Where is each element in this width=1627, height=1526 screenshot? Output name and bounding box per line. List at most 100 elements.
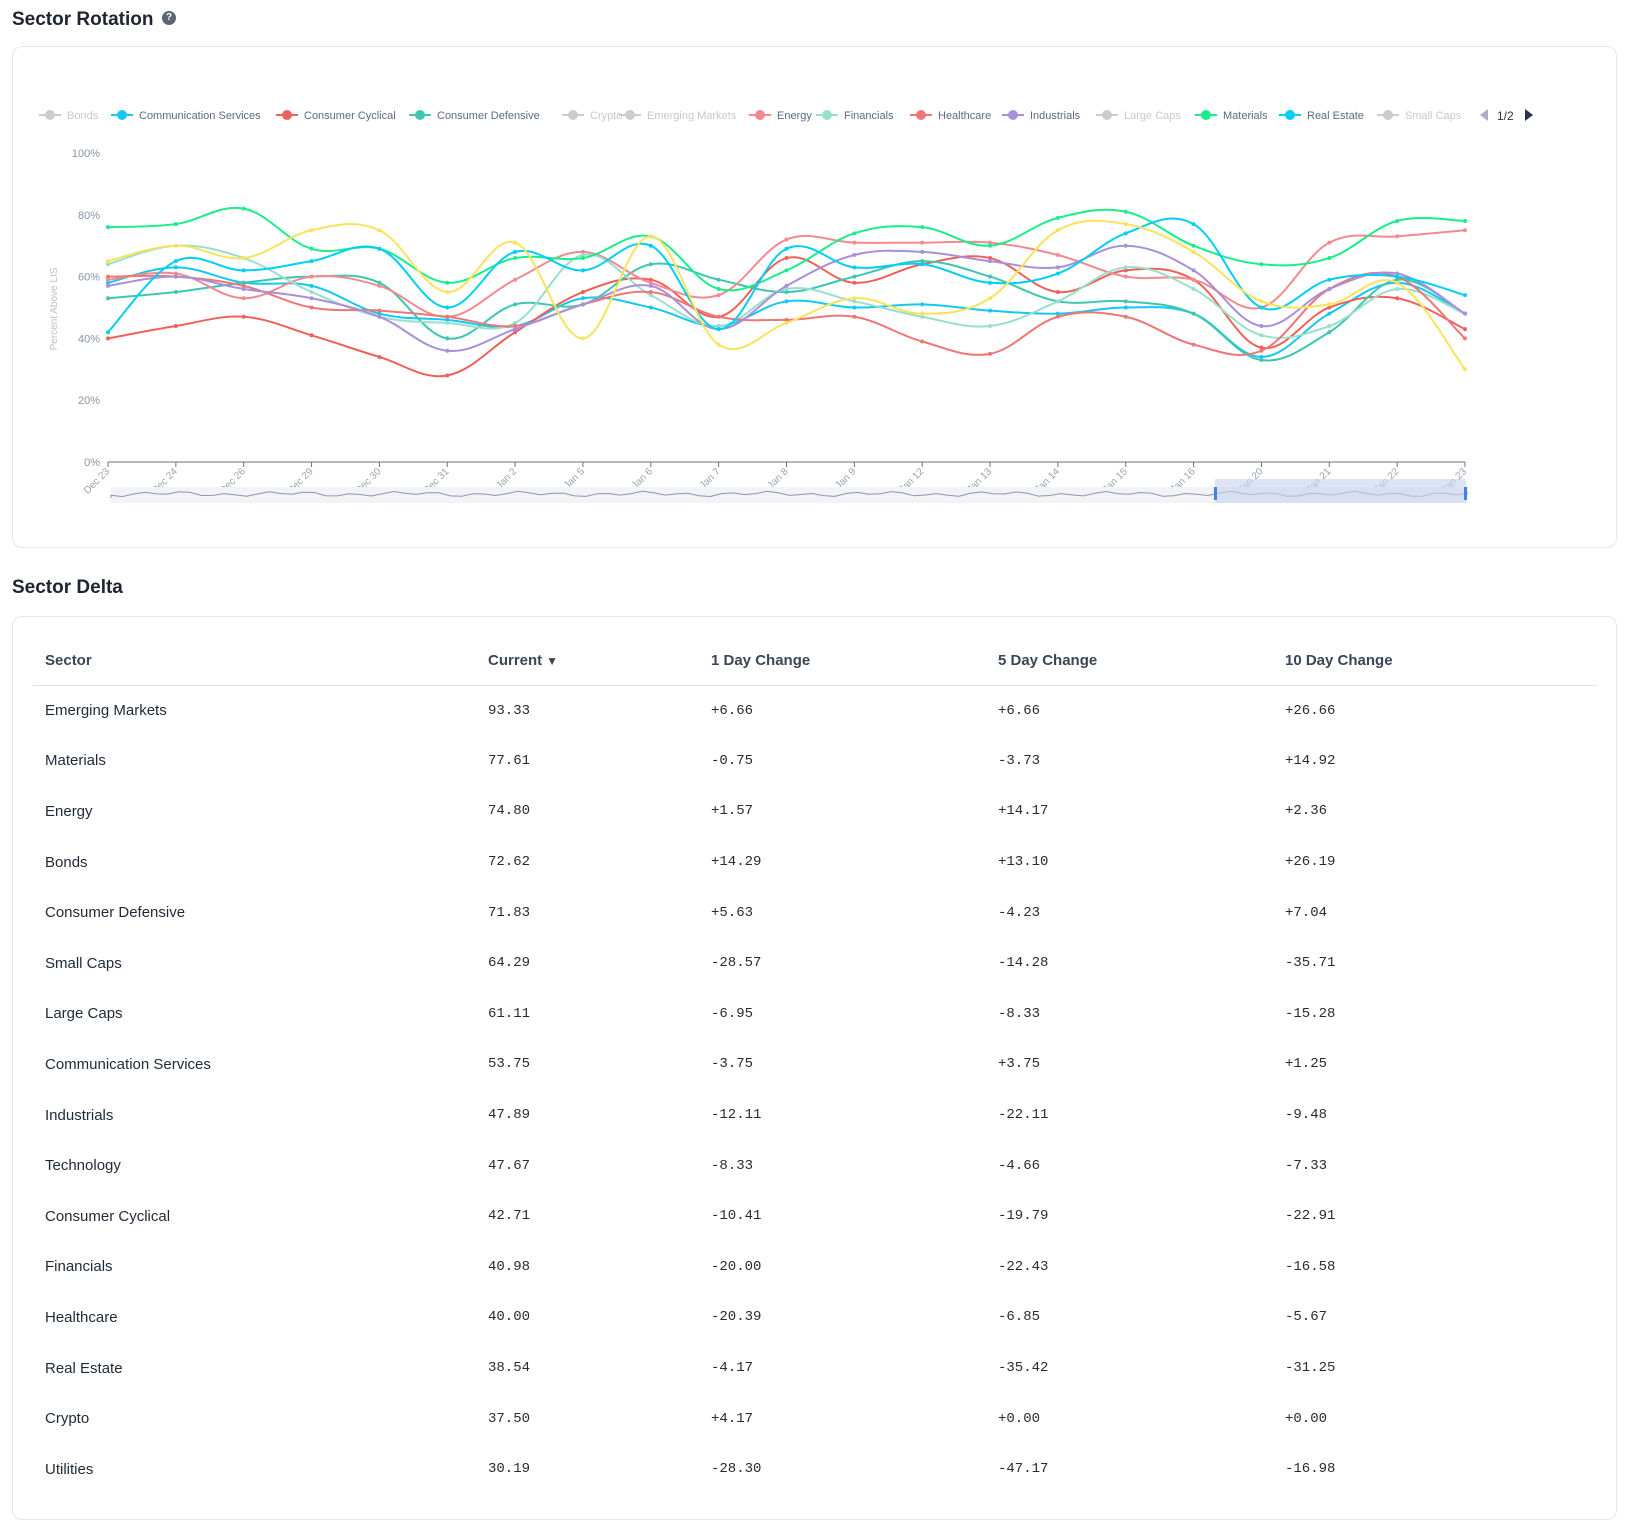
- cell-d10: -16.58: [1285, 1258, 1336, 1275]
- data-point-healthcare: [513, 324, 518, 329]
- table-row[interactable]: Utilities 30.19 -28.30 -47.17 -16.98: [33, 1444, 1598, 1495]
- data-point-materials: [784, 268, 789, 273]
- table-row[interactable]: Financials 40.98 -20.00 -22.43 -16.58: [33, 1242, 1598, 1293]
- data-point-consumer-defensive: [1191, 311, 1196, 316]
- table-row[interactable]: Healthcare 40.00 -20.39 -6.85 -5.67: [33, 1292, 1598, 1343]
- data-point-industrials: [1327, 286, 1332, 291]
- data-point-real-estate: [173, 259, 178, 264]
- data-point-consumer-cyclical: [241, 314, 246, 319]
- table-row[interactable]: Emerging Markets 93.33 +6.66 +6.66 +26.66: [33, 685, 1598, 736]
- table-row[interactable]: Large Caps 61.11 -6.95 -8.33 -15.28: [33, 989, 1598, 1040]
- data-point-financials: [716, 324, 721, 329]
- data-point-real-estate: [445, 305, 450, 310]
- cell-d5: -8.33: [998, 1005, 1041, 1022]
- data-point-real-estate: [784, 246, 789, 251]
- cell-sector: Industrials: [45, 1106, 114, 1124]
- cell-sector: Real Estate: [45, 1359, 123, 1377]
- cell-d10: -22.91: [1285, 1208, 1336, 1225]
- table-row[interactable]: Industrials 47.89 -12.11 -22.11 -9.48: [33, 1090, 1598, 1141]
- data-point-technology: [580, 336, 585, 341]
- y-tick-label: 40%: [78, 333, 100, 345]
- legend-item-communication-services: Communication Services: [139, 110, 261, 122]
- header-sector[interactable]: Sector: [33, 637, 476, 686]
- header-current-label: Current: [488, 652, 543, 670]
- cell-d1: +1.57: [711, 803, 754, 820]
- cell-current: 37.50: [488, 1410, 531, 1427]
- header-5-day-change[interactable]: 5 Day Change: [986, 637, 1273, 686]
- data-point-industrials: [106, 283, 110, 288]
- data-point-energy: [1395, 234, 1400, 239]
- table-row[interactable]: Small Caps 64.29 -28.57 -14.28 -35.71: [33, 938, 1598, 989]
- data-point-communication-services: [648, 305, 653, 310]
- cell-d5: +14.17: [998, 803, 1049, 820]
- legend-marker: [916, 110, 926, 120]
- data-point-consumer-cyclical: [1327, 305, 1332, 310]
- table-row[interactable]: Communication Services 53.75 -3.75 +3.75 +1.…: [33, 1039, 1598, 1090]
- data-point-communication-services: [852, 305, 857, 310]
- data-point-healthcare: [445, 314, 450, 319]
- data-point-industrials: [784, 283, 789, 288]
- data-point-technology: [1055, 228, 1060, 233]
- data-point-energy: [241, 296, 246, 301]
- table-row[interactable]: Bonds 72.62 +14.29 +13.10 +26.19: [33, 837, 1598, 888]
- legend-item-real-estate: Real Estate: [1307, 110, 1364, 122]
- cell-d1: +4.17: [711, 1410, 754, 1427]
- cell-d10: -16.98: [1285, 1461, 1336, 1478]
- header-10-day-change[interactable]: 10 Day Change: [1273, 637, 1598, 686]
- table-row[interactable]: Consumer Defensive 71.83 +5.63 -4.23 +7.04: [33, 887, 1598, 938]
- legend-marker: [568, 110, 578, 120]
- data-point-consumer-cyclical: [377, 354, 382, 359]
- legend-marker: [822, 110, 832, 120]
- data-point-energy: [784, 237, 789, 242]
- sector-rotation-chart: Bonds Communication Services Consumer Cycl…: [39, 109, 1533, 503]
- data-point-materials: [1395, 218, 1400, 223]
- header-1-day-change[interactable]: 1 Day Change: [699, 637, 986, 686]
- data-point-real-estate: [988, 280, 993, 285]
- zoom-handle-left: [1214, 487, 1217, 500]
- cell-sector: Crypto: [45, 1410, 90, 1428]
- header-current[interactable]: Current ▼: [476, 637, 699, 686]
- cell-current: 61.11: [488, 1005, 531, 1022]
- cell-d1: -20.39: [711, 1309, 762, 1326]
- cell-d5: +6.66: [998, 702, 1041, 719]
- legend-item-financials: Financials: [844, 110, 894, 122]
- data-point-technology: [1123, 222, 1128, 227]
- legend-next-icon: [1525, 109, 1533, 121]
- table-row[interactable]: Real Estate 38.54 -4.17 -35.42 -31.25: [33, 1343, 1598, 1394]
- cell-d10: -9.48: [1285, 1107, 1328, 1124]
- zoom-selection: [1215, 479, 1466, 503]
- data-point-energy: [1463, 228, 1467, 233]
- legend-page-indicator: 1/2: [1497, 109, 1514, 123]
- table-row[interactable]: Crypto 37.50 +4.17 +0.00 +0.00: [33, 1393, 1598, 1444]
- data-point-healthcare: [1055, 314, 1060, 319]
- cell-d10: +26.66: [1285, 702, 1336, 719]
- data-point-technology: [784, 320, 789, 325]
- data-point-industrials: [580, 302, 585, 307]
- cell-current: 47.67: [488, 1157, 531, 1174]
- cell-d10: -35.71: [1285, 955, 1336, 972]
- data-point-real-estate: [1259, 305, 1264, 310]
- data-point-energy: [1055, 252, 1060, 257]
- data-point-financials: [988, 324, 993, 329]
- table-row[interactable]: Consumer Cyclical 42.71 -10.41 -19.79 -22.91: [33, 1191, 1598, 1242]
- cell-current: 64.29: [488, 955, 531, 972]
- data-point-communication-services: [173, 265, 178, 270]
- cell-d1: +6.66: [711, 702, 754, 719]
- cell-d10: +26.19: [1285, 854, 1336, 871]
- table-row[interactable]: Technology 47.67 -8.33 -4.66 -7.33: [33, 1140, 1598, 1191]
- y-axis-label: Percent Above LIS: [49, 267, 60, 350]
- zoom-handle-right: [1464, 487, 1467, 500]
- cell-sector: Financials: [45, 1258, 113, 1276]
- table-row[interactable]: Materials 77.61 -0.75 -3.73 +14.92: [33, 736, 1598, 787]
- data-point-materials: [241, 206, 246, 211]
- data-point-materials: [513, 256, 518, 261]
- legend-marker: [1383, 110, 1393, 120]
- data-point-communication-services: [988, 308, 993, 313]
- data-point-industrials: [1123, 243, 1128, 248]
- data-point-consumer-cyclical: [648, 277, 653, 282]
- data-point-technology: [309, 228, 314, 233]
- question-circle-icon[interactable]: ?: [162, 11, 176, 25]
- data-point-energy: [648, 280, 653, 285]
- cell-d5: -22.11: [998, 1107, 1049, 1124]
- table-row[interactable]: Energy 74.80 +1.57 +14.17 +2.36: [33, 786, 1598, 837]
